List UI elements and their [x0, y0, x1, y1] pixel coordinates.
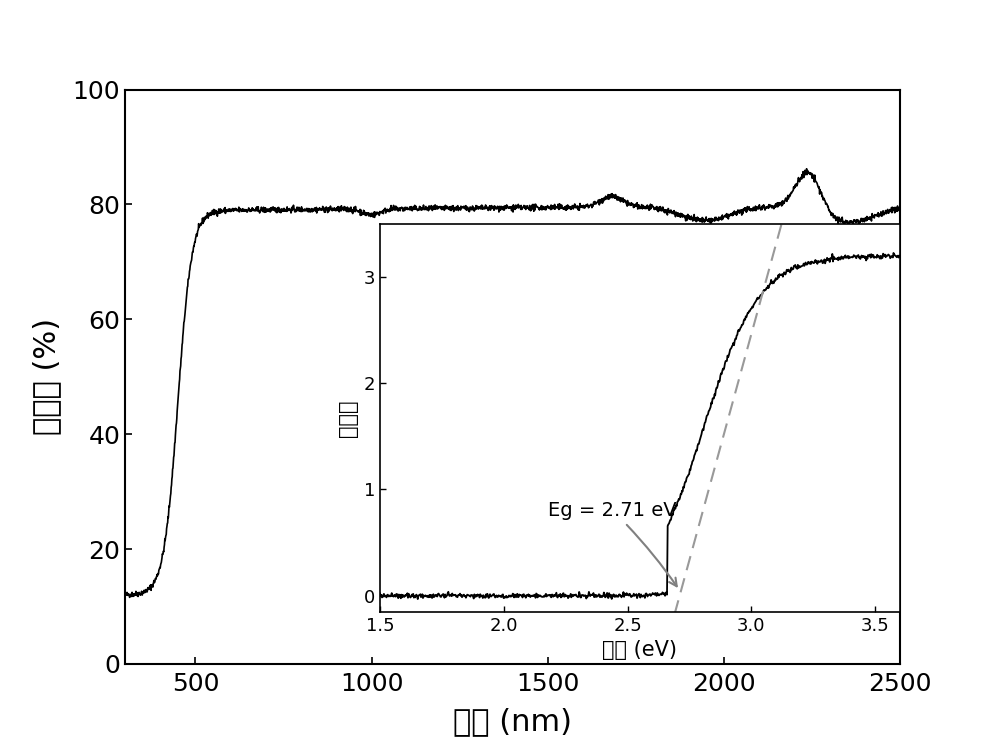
Text: Eg = 2.71 eV: Eg = 2.71 eV: [548, 501, 677, 586]
X-axis label: 波长 (nm): 波长 (nm): [453, 707, 572, 736]
Y-axis label: 反射率 (%): 反射率 (%): [32, 318, 61, 436]
Y-axis label: 反射率: 反射率: [338, 399, 358, 436]
X-axis label: 能量 (eV): 能量 (eV): [602, 640, 678, 660]
